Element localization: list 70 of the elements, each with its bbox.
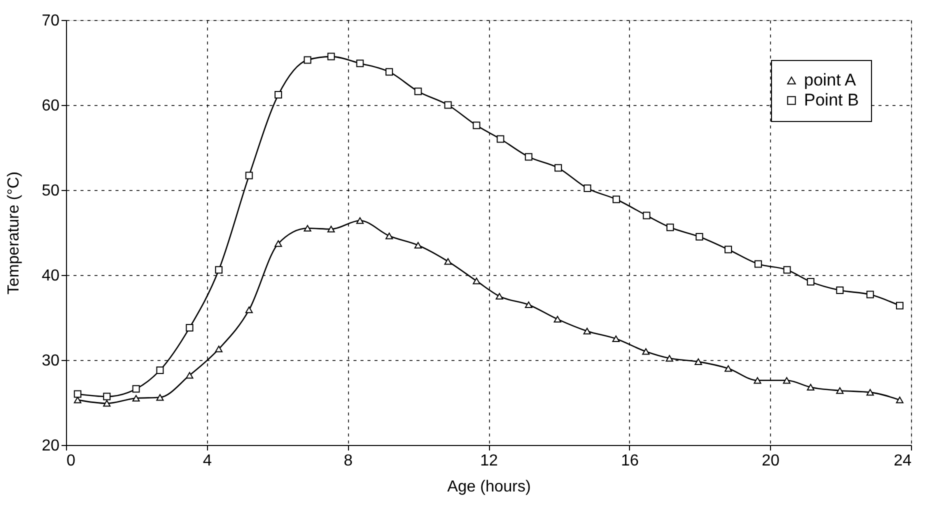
point: [414, 242, 422, 249]
point: [103, 400, 111, 407]
point: [156, 366, 164, 374]
point: [783, 266, 791, 274]
point: [356, 60, 364, 68]
point: [666, 354, 674, 362]
point: [666, 224, 674, 232]
point: [696, 233, 704, 240]
point: [385, 68, 393, 76]
point: [806, 278, 814, 286]
point: [274, 240, 282, 247]
point: [896, 302, 904, 310]
point: [724, 246, 732, 254]
point: [245, 172, 253, 180]
point: [896, 396, 904, 404]
point: [584, 184, 592, 192]
y-tick-label: 70: [42, 12, 60, 30]
x-axis-title: Age (hours): [447, 478, 531, 496]
point: [156, 394, 164, 401]
point: [74, 396, 82, 404]
x-tick-label: 24: [894, 452, 912, 470]
point: [642, 212, 650, 220]
point: [724, 365, 732, 372]
point: [274, 91, 282, 99]
y-tick-label: 30: [42, 352, 60, 370]
point: [327, 226, 335, 232]
point: [524, 153, 532, 161]
point: [782, 377, 790, 384]
point: [866, 388, 874, 396]
y-tick-label: 60: [42, 98, 60, 114]
x-tick-label: 4: [202, 452, 212, 470]
point: [472, 278, 480, 284]
point: [554, 164, 562, 172]
point: [215, 266, 223, 274]
x-tick-label: 0: [66, 452, 76, 470]
point: [754, 377, 762, 384]
y-tick-label: 50: [42, 182, 60, 200]
x-tick-label: 8: [344, 452, 353, 470]
point: [385, 232, 393, 240]
legend-label: point A: [804, 70, 857, 90]
point: [186, 324, 194, 332]
point: [754, 260, 762, 268]
point: [583, 328, 591, 334]
point: [836, 387, 844, 394]
point: [304, 56, 312, 64]
point: [444, 101, 452, 109]
x-tick-label: 20: [762, 452, 780, 470]
y-axis-title: Temperature (°C): [6, 172, 23, 294]
point: [103, 392, 111, 400]
point: [414, 88, 422, 96]
y-tick-label: 20: [42, 438, 60, 454]
point: [132, 385, 140, 393]
point: [74, 390, 82, 398]
y-tick-label: 40: [42, 268, 60, 284]
point: [612, 196, 620, 204]
point: [444, 258, 452, 265]
point: [554, 316, 562, 323]
point: [472, 122, 480, 130]
x-tick-label: 16: [620, 452, 639, 470]
point: [866, 290, 874, 298]
point: [836, 286, 844, 294]
point: [496, 135, 504, 143]
point: [642, 348, 650, 355]
x-tick-label: 12: [480, 452, 498, 470]
point: [327, 52, 335, 60]
point: [245, 306, 253, 314]
point: [215, 346, 223, 352]
point: [356, 217, 364, 224]
point: [186, 372, 194, 379]
legend-label: Point B: [804, 90, 859, 110]
